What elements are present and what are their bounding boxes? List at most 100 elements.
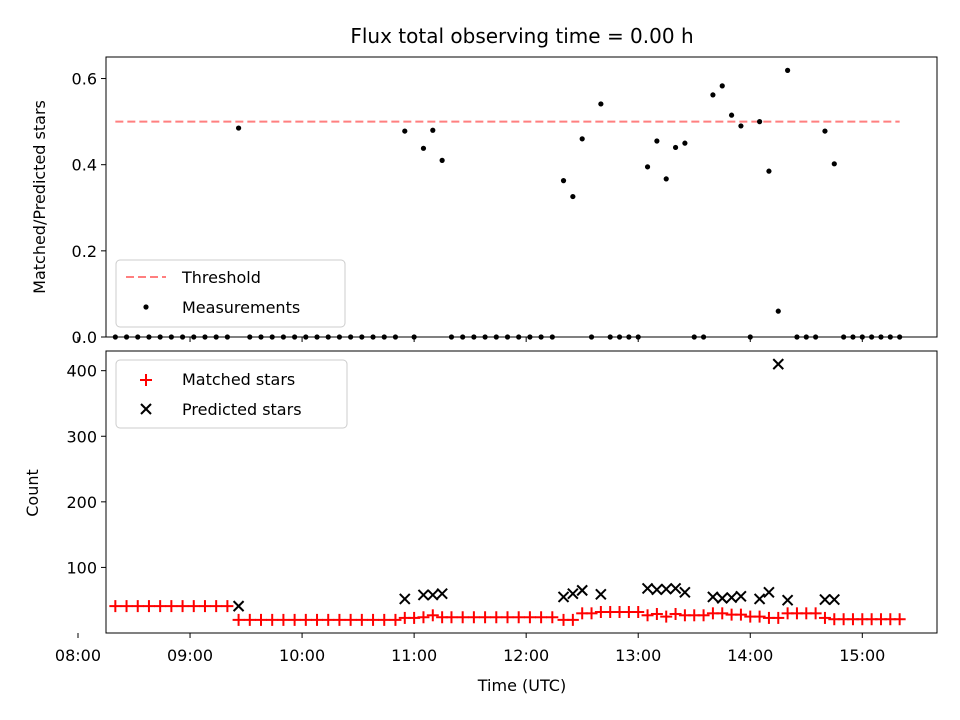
matched-star-point	[632, 606, 645, 619]
matched-star-point	[641, 609, 654, 622]
measurement-point	[560, 178, 567, 184]
predicted-star-point	[763, 586, 775, 599]
legend-measurements-swatch	[143, 304, 149, 310]
ratio-y-tick-label: 0.6	[72, 70, 97, 89]
predicted-star-point	[669, 582, 682, 595]
matched-star-point	[818, 611, 831, 624]
measurement-point	[430, 127, 436, 133]
predicted-star-point	[595, 588, 607, 601]
predicted-star-point	[707, 591, 719, 603]
chart-title: Flux total observing time = 0.00 h	[350, 24, 693, 48]
x-tick-label: 09:00	[167, 646, 213, 665]
measurement-point	[654, 138, 660, 144]
matched-star-point	[277, 613, 290, 626]
measurement-point	[402, 128, 408, 134]
ratio-legend-box	[115, 259, 346, 328]
matched-star-point	[546, 611, 559, 624]
matched-star-point	[467, 611, 480, 624]
x-tick-label: 11:00	[391, 646, 437, 665]
matched-star-point	[426, 609, 439, 622]
matched-star-point	[187, 600, 200, 613]
matched-star-point	[120, 600, 133, 613]
matched-star-point	[198, 600, 211, 613]
measurement-point	[644, 164, 651, 170]
ratio-axes-frame	[105, 56, 938, 338]
ratio-y-axis-label: Matched/Predicted stars	[30, 100, 49, 294]
measurement-point	[672, 144, 679, 151]
predicted-star-point	[660, 583, 672, 595]
matched-star-point	[716, 607, 729, 620]
x-tick-label: 12:00	[503, 646, 549, 665]
matched-star-point	[490, 611, 503, 624]
predicted-star-point	[828, 593, 840, 606]
predicted-star-point	[819, 593, 831, 606]
predicted-star-point	[781, 594, 794, 606]
x-tick-label: 15:00	[839, 646, 885, 665]
measurement-point	[235, 125, 242, 131]
predicted-star-point	[772, 358, 784, 370]
measurement-point	[663, 176, 669, 182]
measurement-point	[710, 92, 716, 98]
x-tick-label: 08:00	[55, 646, 101, 665]
measurement-point	[766, 168, 772, 174]
measurement-point	[579, 136, 585, 142]
predicted-star-point	[567, 587, 579, 600]
ratio-y-tick-label: 0.4	[72, 156, 97, 175]
ratio-panel: Flux total observing time = 0.00 h Match…	[30, 24, 938, 347]
ratio-y-tick-label: 0.2	[72, 242, 97, 261]
matched-star-point	[809, 607, 822, 620]
matched-star-point	[322, 613, 335, 626]
matched-star-point	[697, 609, 710, 622]
matched-star-point	[142, 600, 155, 613]
legend-predicted-swatch	[140, 403, 152, 415]
matched-star-point	[333, 613, 346, 626]
x-tick-label: 10:00	[279, 646, 325, 665]
matched-star-point	[165, 600, 178, 613]
matched-star-point	[210, 600, 223, 613]
matched-star-point	[512, 611, 525, 624]
matched-star-point	[523, 611, 536, 624]
measurement-point	[756, 119, 763, 125]
matched-star-point	[344, 613, 357, 626]
matched-star-point	[131, 600, 144, 613]
matched-star-point	[243, 613, 256, 626]
matched-star-point	[176, 600, 189, 613]
predicted-star-point	[651, 584, 663, 596]
predicted-star-point	[753, 593, 766, 605]
matched-star-point	[221, 600, 234, 613]
matched-star-point	[501, 611, 514, 624]
legend-measurements-label: Measurements	[182, 298, 300, 317]
matched-star-point	[479, 611, 492, 624]
matched-star-point	[734, 608, 747, 621]
legend-matched-label: Matched stars	[182, 370, 295, 389]
legend-predicted-label: Predicted stars	[182, 400, 302, 419]
ratio-y-tick-label: 0.0	[72, 328, 97, 347]
measurement-point	[728, 112, 735, 118]
predicted-star-point	[576, 584, 588, 597]
matched-star-point	[311, 613, 324, 626]
measurement-point	[822, 128, 828, 134]
matched-star-point	[389, 613, 402, 626]
measurement-point	[785, 67, 791, 73]
count-axes-frame	[105, 350, 938, 634]
matched-star-point	[893, 613, 906, 626]
matched-star-point	[232, 613, 245, 626]
matched-star-point	[772, 611, 785, 624]
count-y-tick-label: 200	[66, 493, 97, 512]
predicted-star-point	[427, 589, 439, 601]
count-y-tick-label: 100	[66, 558, 97, 577]
matched-star-point	[566, 613, 579, 626]
matched-star-point	[378, 613, 391, 626]
predicted-star-point	[417, 589, 430, 601]
x-axis-label: Time (UTC)	[477, 676, 566, 695]
matched-star-point	[535, 611, 548, 624]
matched-star-point	[266, 613, 279, 626]
predicted-star-point	[735, 590, 747, 602]
predicted-star-point	[716, 592, 728, 604]
matched-star-point	[288, 613, 301, 626]
matched-star-point	[585, 607, 598, 620]
matched-star-point	[650, 607, 663, 620]
predicted-star-point	[557, 591, 570, 603]
